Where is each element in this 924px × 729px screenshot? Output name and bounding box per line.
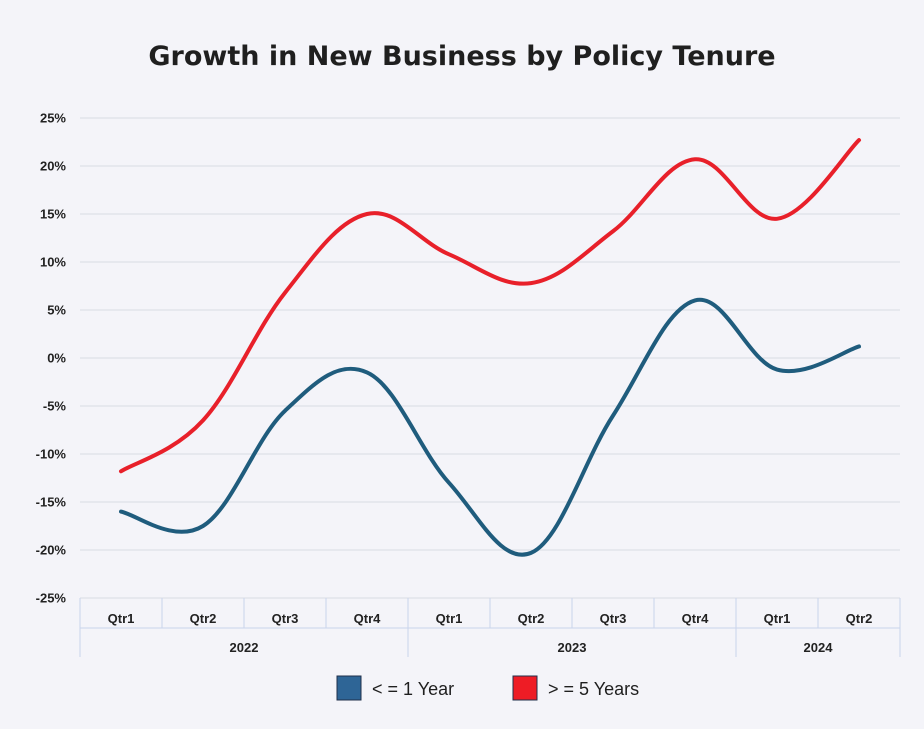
legend-swatch-0 xyxy=(336,675,362,701)
series-line-0 xyxy=(119,297,861,557)
x-axis: Qtr1 Qtr2 Qtr3 Qtr4 Qtr1 Qtr2 Qtr3 Qtr4 Qtr1 Qtr2… xyxy=(79,598,901,657)
y-tick-label: 5% xyxy=(47,303,66,318)
legend-label-0: < = 1 Year xyxy=(372,679,454,699)
x-tick-label: Qtr1 xyxy=(436,611,463,626)
x-tick-label: Qtr2 xyxy=(190,611,217,626)
y-tick-label: -25% xyxy=(36,591,67,606)
series-lines xyxy=(119,138,861,557)
x-tick-label: Qtr3 xyxy=(272,611,299,626)
x-tick-label: Qtr1 xyxy=(764,611,791,626)
y-tick-label: 0% xyxy=(47,351,66,366)
x-group-label: 2023 xyxy=(558,640,587,655)
x-tick-label: Qtr3 xyxy=(600,611,627,626)
y-tick-label: -10% xyxy=(36,447,67,462)
y-tick-label: 10% xyxy=(40,255,66,270)
x-group-label: 2022 xyxy=(230,640,259,655)
y-axis: 25% 20% 15% 10% 5% 0% -5% -10% -15% -20% -25% xyxy=(36,111,67,606)
series-line-1 xyxy=(119,138,861,474)
y-tick-label: 25% xyxy=(40,111,66,126)
legend-swatch-1 xyxy=(512,675,538,701)
x-group-label: 2024 xyxy=(804,640,834,655)
legend: < = 1 Year > = 5 Years xyxy=(336,675,639,701)
y-tick-label: -20% xyxy=(36,543,67,558)
y-tick-label: -15% xyxy=(36,495,67,510)
x-tick-label: Qtr2 xyxy=(518,611,545,626)
y-tick-label: 15% xyxy=(40,207,66,222)
x-tick-label: Qtr2 xyxy=(846,611,873,626)
x-tick-label: Qtr1 xyxy=(108,611,135,626)
y-tick-label: 20% xyxy=(40,159,66,174)
chart-title: Growth in New Business by Policy Tenure xyxy=(148,41,775,72)
x-tick-label: Qtr4 xyxy=(682,611,710,626)
legend-label-1: > = 5 Years xyxy=(548,679,639,699)
y-tick-label: -5% xyxy=(43,399,67,414)
x-tick-label: Qtr4 xyxy=(354,611,382,626)
